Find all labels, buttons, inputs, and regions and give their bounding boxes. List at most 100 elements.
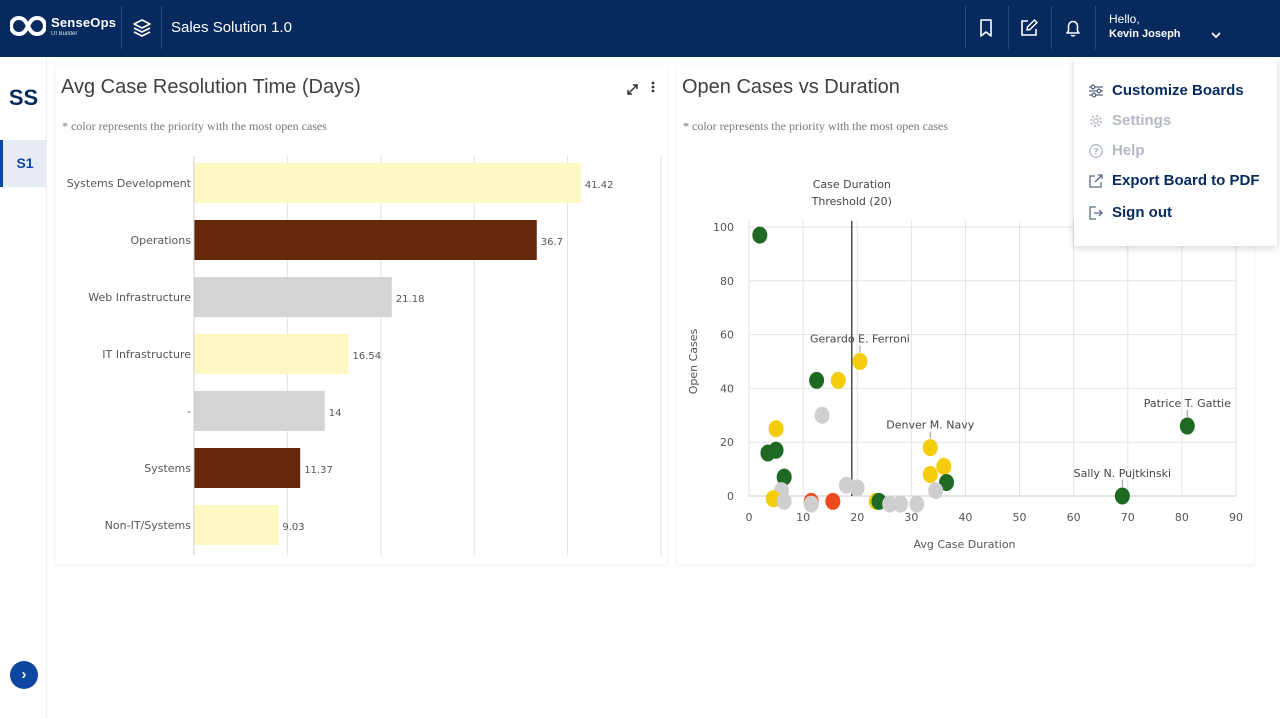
x-tick-label: 60 [1067,511,1081,524]
y-tick-label: 20 [720,436,734,449]
scatter-point [893,495,909,513]
app-initials: SS [8,85,39,110]
value-label: 21.18 [396,294,425,305]
menu-sign-out[interactable]: Sign out [1088,204,1172,221]
sliders-icon [1089,84,1103,97]
user-greeting[interactable]: Hello, Kevin Joseph [1109,12,1181,42]
infinity-logo-icon [10,15,46,37]
scatter-point [760,444,776,462]
y-tick-label: 80 [720,275,734,288]
layers-icon[interactable] [132,18,152,38]
scatter-point [882,495,898,513]
scatter-point [809,371,825,389]
fullscreen-icon[interactable] [627,84,638,95]
card-title: Open Cases vs Duration [682,76,900,98]
x-tick-label: 20 [850,511,864,524]
bookmark-icon[interactable] [976,18,996,38]
point-label: Denver M. Navy [886,419,974,432]
threshold-label: Case Duration [813,178,891,191]
edit-icon[interactable] [1019,18,1039,38]
card-note: * color represents the priority with the… [683,119,948,133]
point-label: Sally N. Pujtkinski [1074,467,1171,480]
bar [194,391,325,431]
menu-settings[interactable]: Settings [1088,112,1171,129]
scatter-point [909,495,925,513]
bell-icon[interactable] [1063,18,1083,38]
x-tick-label: 10 [796,511,810,524]
x-tick-label: 50 [1013,511,1027,524]
bar [194,448,301,488]
menu-help[interactable]: ? Help [1088,142,1145,159]
y-tick-label: 40 [720,382,734,395]
scatter-point [803,495,819,513]
card-note: * color represents the priority with the… [62,119,327,133]
value-label: 14 [329,408,342,419]
category-label: IT Infrastructure [102,348,191,361]
category-label: Systems [144,462,191,475]
brand-subtitle: UI Builder [51,31,78,37]
y-tick-label: 100 [713,221,734,234]
bar [194,334,349,374]
scatter-point [852,353,868,370]
x-tick-label: 40 [958,511,972,524]
scatter-point [752,226,768,244]
scatter-point [814,406,830,424]
y-axis-title: Open Cases [687,328,700,394]
bar [194,505,279,545]
scatter-point [776,492,792,510]
brand-logo[interactable]: SenseOps UI Builder [10,13,116,39]
divider [1095,6,1096,49]
category-label: Operations [131,234,192,247]
x-tick-label: 0 [746,511,753,524]
scatter-point [1179,417,1195,435]
sheet-tab-s1[interactable]: S1 [0,140,47,187]
user-name: Kevin Joseph [1109,28,1181,40]
resolution-time-card: Avg Case Resolution Time (Days) * color … [56,66,667,564]
scatter-point [922,439,938,457]
divider [121,6,122,49]
y-tick-label: 0 [727,490,734,503]
scatter-point [928,482,944,500]
user-menu: Customize Boards Settings ? Help Export … [1074,59,1277,246]
value-label: 36.7 [541,237,563,248]
card-tools [627,81,655,95]
export-icon [1089,173,1103,188]
scatter-point [825,492,841,510]
top-bar: SenseOps UI Builder Sales Solution 1.0 H… [0,0,1280,57]
menu-item-label: Help [1112,142,1145,159]
menu-item-label: Customize Boards [1112,82,1244,99]
signout-icon [1089,205,1103,220]
bar-chart: Systems Development 41.42 Operations 36.7 We… [67,156,662,555]
menu-export-pdf[interactable]: Export Board to PDF [1088,172,1260,189]
scatter-point [939,474,955,492]
menu-item-label: Settings [1112,112,1172,129]
help-icon: ? [1089,143,1103,158]
threshold-label: Threshold (20) [811,195,892,208]
menu-customize-boards[interactable]: Customize Boards [1088,82,1244,99]
x-tick-label: 70 [1121,511,1135,524]
scatter-point [922,465,938,483]
x-tick-label: 80 [1175,511,1189,524]
brand-name: SenseOps [51,15,117,30]
scatter-chart: 0 10 20 30 40 50 60 70 80 90 0 20 40 60 80 100 Avg Case … [687,178,1243,551]
category-label: - [187,405,191,418]
chevron-down-icon[interactable] [1209,28,1223,42]
app-title: Sales Solution 1.0 [171,19,292,36]
expand-sidebar-button[interactable]: › [10,661,38,689]
scatter-point [830,371,846,389]
y-tick-label: 60 [720,329,734,342]
bar [194,277,392,317]
more-options-icon[interactable] [651,81,655,93]
divider [1051,6,1052,49]
divider [161,6,162,49]
gear-icon [1090,114,1102,127]
divider [965,6,966,49]
menu-item-label: Sign out [1112,204,1172,221]
scatter-point [849,479,865,497]
value-label: 11.37 [304,465,333,476]
x-axis-title: Avg Case Duration [913,538,1015,551]
x-tick-label: 30 [904,511,918,524]
svg-text:?: ? [1093,147,1098,157]
card-title: Avg Case Resolution Time (Days) [61,76,361,98]
category-label: Web Infrastructure [88,291,191,304]
